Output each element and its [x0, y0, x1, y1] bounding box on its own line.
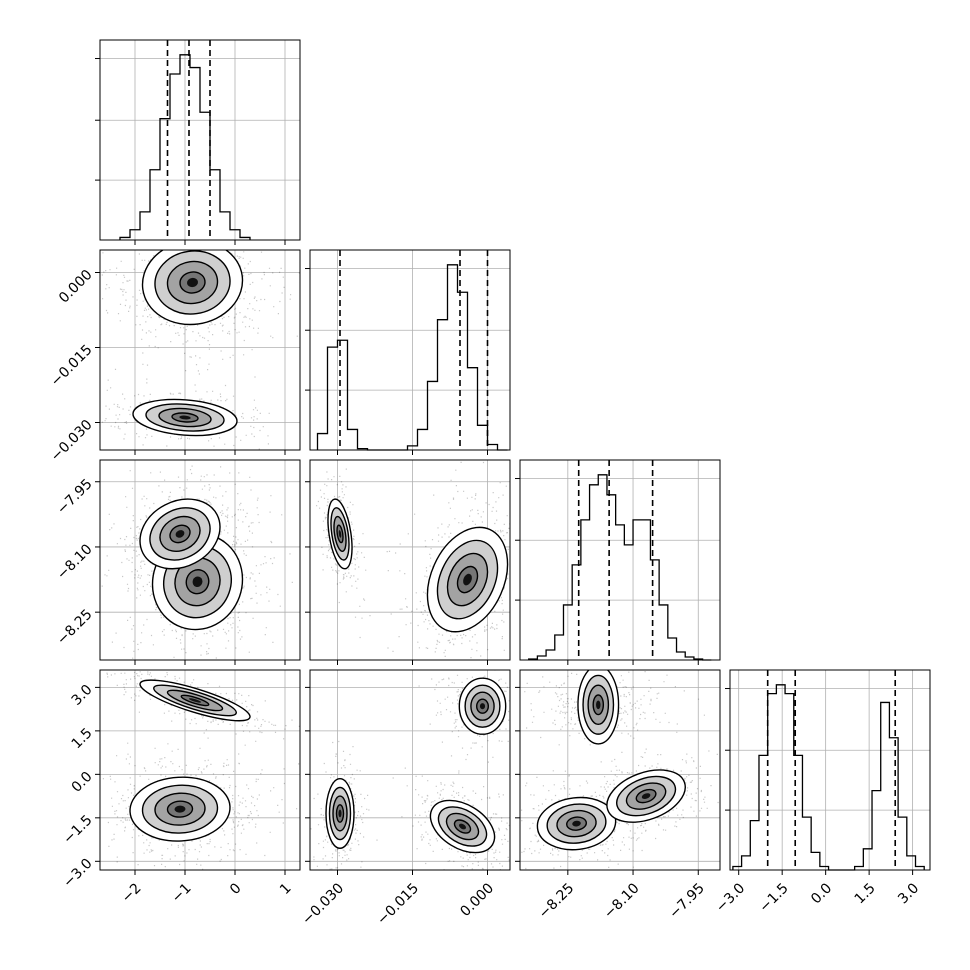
x-tick-label: −1: [169, 880, 195, 906]
density-peak: [338, 530, 342, 538]
y-tick-label: −7.95: [54, 476, 96, 518]
density-peak: [458, 823, 467, 830]
panel-frame: [99, 459, 301, 661]
pair-panel-1-2: [305, 459, 511, 665]
panel-frame: [309, 669, 511, 871]
pair-panel-content: [316, 461, 510, 660]
x-tick-label: 0.0: [808, 880, 835, 907]
y-tick-label: −0.030: [48, 417, 96, 465]
x-tick-label: −8.10: [601, 880, 643, 922]
y-tick-label: −3.0: [60, 856, 95, 891]
pair-panel-content: [310, 670, 510, 870]
density-peak: [186, 277, 198, 288]
y-tick-label: 0.000: [56, 267, 96, 307]
panel-frame: [519, 459, 721, 661]
pair-panel-1-3: −0.030 −0.015 0.000: [299, 669, 511, 928]
density-peak: [641, 793, 651, 799]
density-peak: [179, 415, 191, 420]
panel-frame: [99, 669, 301, 871]
panel-frame: [99, 249, 301, 451]
diag-panel-3: −3.0 −1.5 0.0 1.5 3.0: [713, 669, 931, 916]
x-tick-label: 3.0: [895, 880, 922, 907]
density-peak: [463, 573, 472, 586]
histogram-step: [732, 684, 925, 871]
x-tick-label: −3.0: [713, 880, 748, 915]
x-tick-label: 0.000: [457, 880, 497, 920]
pair-panel-0-3: −2 −1 0 1 −3.0 −1.5 0.0 1.5 3.0: [60, 669, 301, 906]
pair-panel-content: [101, 465, 293, 659]
y-tick-label: −8.25: [54, 607, 96, 649]
x-tick-label: −0.030: [299, 880, 347, 928]
diag-panel-1: [305, 249, 511, 455]
density-peak: [479, 703, 486, 710]
y-tick-label: −0.015: [48, 342, 96, 390]
y-tick-label: 1.5: [69, 725, 96, 752]
x-tick-label: 1.5: [852, 880, 879, 907]
diag-panel-2: [515, 459, 721, 665]
pair-panel-content: [102, 671, 300, 870]
pair-panel-2-3: −8.25 −8.10 −7.95: [515, 669, 721, 922]
y-tick-label: −8.10: [54, 541, 96, 583]
pair-panel-content: [101, 250, 300, 450]
density-peak: [596, 700, 601, 710]
panel-frame: [729, 669, 931, 871]
density-peak: [192, 576, 203, 588]
histogram-step: [316, 264, 508, 451]
panel-frame: [309, 459, 511, 661]
x-tick-label: 1: [277, 880, 295, 898]
panel-frame: [99, 39, 301, 241]
x-tick-label: −0.015: [374, 880, 422, 928]
panel-frame: [519, 669, 721, 871]
x-tick-label: −7.95: [666, 880, 708, 922]
x-tick-label: −8.25: [536, 880, 578, 922]
density-peak: [175, 530, 185, 538]
density-peak: [572, 820, 581, 827]
x-tick-label: −2: [119, 880, 145, 906]
y-tick-label: 0.0: [69, 769, 96, 796]
panel-frame: [309, 249, 511, 451]
y-tick-label: 3.0: [69, 682, 96, 709]
y-tick-label: −1.5: [60, 812, 95, 847]
x-tick-label: 0: [227, 880, 245, 898]
x-tick-label: −1.5: [756, 880, 791, 915]
histogram-step: [119, 54, 251, 240]
pair-panel-0-1: −0.030 −0.015 0.000: [48, 249, 301, 465]
density-peak: [188, 698, 202, 703]
density-peak: [174, 805, 186, 813]
diag-panel-0: [95, 39, 301, 245]
pair-panel-content: [520, 670, 720, 870]
density-peak: [338, 809, 342, 818]
scatter-points: [520, 671, 720, 870]
histogram-step: [528, 474, 712, 661]
